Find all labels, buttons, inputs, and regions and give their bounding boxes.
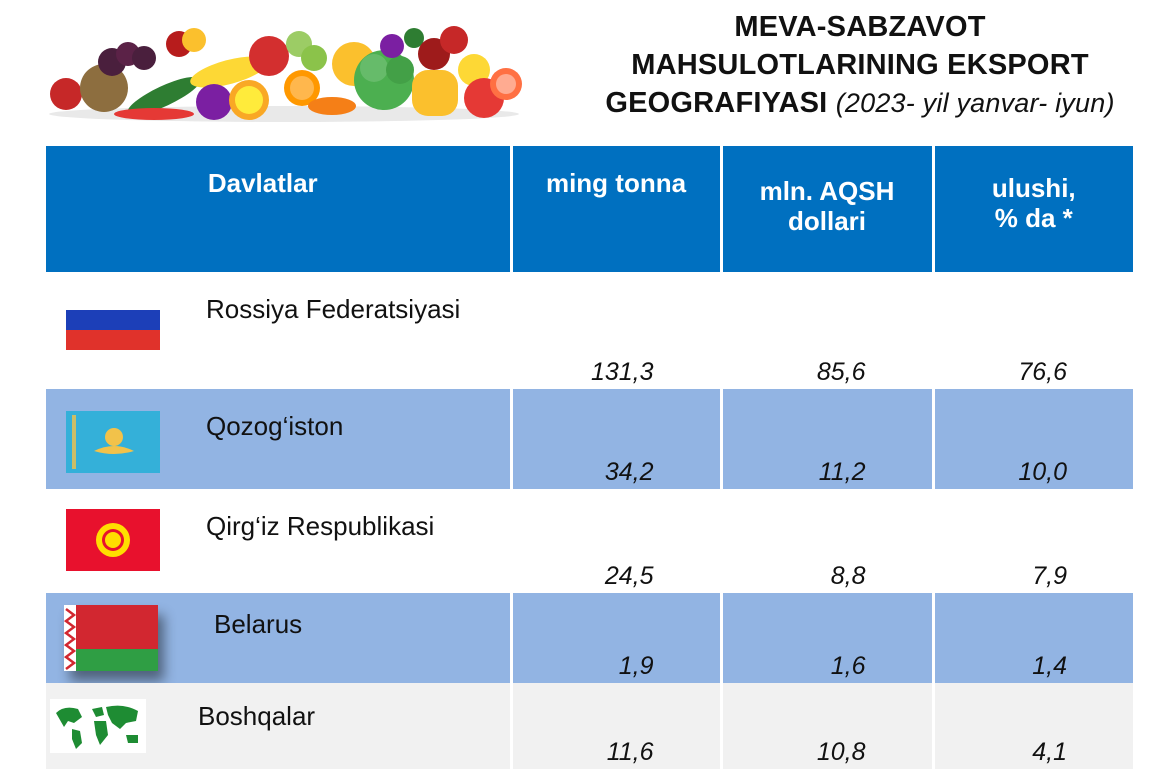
tonnes-cell: 24,5 bbox=[509, 489, 721, 593]
table-row: Qozog‘iston 34,2 11,2 10,0 bbox=[46, 389, 1133, 489]
tonnes-value: 1,9 bbox=[618, 652, 654, 680]
share-value: 76,6 bbox=[1018, 358, 1067, 386]
page-title: MEVA-SABZAVOT MAHSULOTLARINING EKSPORT G… bbox=[560, 8, 1160, 122]
country-cell: Boshqalar bbox=[46, 683, 511, 769]
country-name: Qirg‘iz Respublikasi bbox=[206, 511, 435, 541]
share-value: 10,0 bbox=[1018, 458, 1067, 486]
tonnes-cell: 1,9 bbox=[509, 593, 721, 683]
russia-flag bbox=[66, 306, 160, 350]
usd-cell: 10,8 bbox=[719, 683, 933, 769]
table-header-row: Davlatlar ming tonna mln. AQSH dollari u… bbox=[46, 146, 1133, 272]
share-cell: 7,9 bbox=[931, 489, 1133, 593]
title-period: (2023- yil yanvar- iyun) bbox=[835, 88, 1115, 118]
tonnes-value: 34,2 bbox=[604, 458, 654, 486]
share-value: 4,1 bbox=[1032, 738, 1067, 766]
table-row: Boshqalar 11,6 10,8 4,1 bbox=[46, 683, 1133, 769]
tonnes-value: 131,3 bbox=[590, 358, 654, 386]
belarus-flag bbox=[64, 605, 158, 671]
country-cell: Rossiya Federatsiyasi bbox=[46, 272, 511, 389]
country-cell: Qozog‘iston bbox=[46, 389, 511, 489]
country-name: Belarus bbox=[214, 609, 303, 639]
tonnes-cell: 34,2 bbox=[509, 389, 721, 489]
usd-value: 1,6 bbox=[830, 652, 866, 680]
title-line-2: MAHSULOTLARINING EKSPORT bbox=[631, 49, 1089, 81]
share-value: 1,4 bbox=[1032, 652, 1067, 680]
header-usd: mln. AQSH dollari bbox=[719, 146, 933, 272]
usd-value: 85,6 bbox=[816, 358, 866, 386]
kazakhstan-flag bbox=[66, 411, 160, 473]
usd-value: 8,8 bbox=[830, 562, 866, 590]
share-value: 7,9 bbox=[1032, 562, 1067, 590]
tonnes-value: 11,6 bbox=[606, 738, 654, 766]
fruits-vegetables-image bbox=[49, 26, 522, 122]
usd-cell: 85,6 bbox=[719, 272, 933, 389]
header-country: Davlatlar bbox=[46, 146, 511, 272]
table-row: Qirg‘iz Respublikasi 24,5 8,8 7,9 bbox=[46, 489, 1133, 593]
country-name: Qozog‘iston bbox=[206, 411, 344, 441]
table-row: Rossiya Federatsiyasi 131,3 85,6 76,6 bbox=[46, 272, 1133, 389]
title-line-1: MEVA-SABZAVOT bbox=[734, 11, 986, 43]
title-line-3-main: GEOGRAFIYASI bbox=[605, 87, 828, 119]
title-line-3: GEOGRAFIYASI (2023- yil yanvar- iyun) bbox=[560, 84, 1160, 122]
export-table: Davlatlar ming tonna mln. AQSH dollari u… bbox=[46, 146, 1133, 769]
kyrgyzstan-flag bbox=[66, 509, 160, 571]
tonnes-value: 24,5 bbox=[604, 562, 654, 590]
usd-cell: 11,2 bbox=[719, 389, 933, 489]
usd-value: 11,2 bbox=[818, 458, 866, 486]
country-name: Boshqalar bbox=[198, 701, 316, 731]
share-cell: 4,1 bbox=[931, 683, 1133, 769]
table-row: Belarus 1,9 1,6 1,4 bbox=[46, 593, 1133, 683]
country-cell: Qirg‘iz Respublikasi bbox=[46, 489, 511, 593]
share-cell: 1,4 bbox=[931, 593, 1133, 683]
usd-value: 10,8 bbox=[816, 738, 866, 766]
usd-cell: 8,8 bbox=[719, 489, 933, 593]
world-map-icon bbox=[50, 699, 146, 753]
header-share: ulushi, % da * bbox=[931, 146, 1133, 272]
country-name: Rossiya Federatsiyasi bbox=[206, 294, 461, 324]
header-tonnes: ming tonna bbox=[509, 146, 721, 272]
share-cell: 10,0 bbox=[931, 389, 1133, 489]
country-cell: Belarus bbox=[46, 593, 511, 683]
share-cell: 76,6 bbox=[931, 272, 1133, 389]
usd-cell: 1,6 bbox=[719, 593, 933, 683]
tonnes-cell: 131,3 bbox=[509, 272, 721, 389]
tonnes-cell: 11,6 bbox=[509, 683, 721, 769]
